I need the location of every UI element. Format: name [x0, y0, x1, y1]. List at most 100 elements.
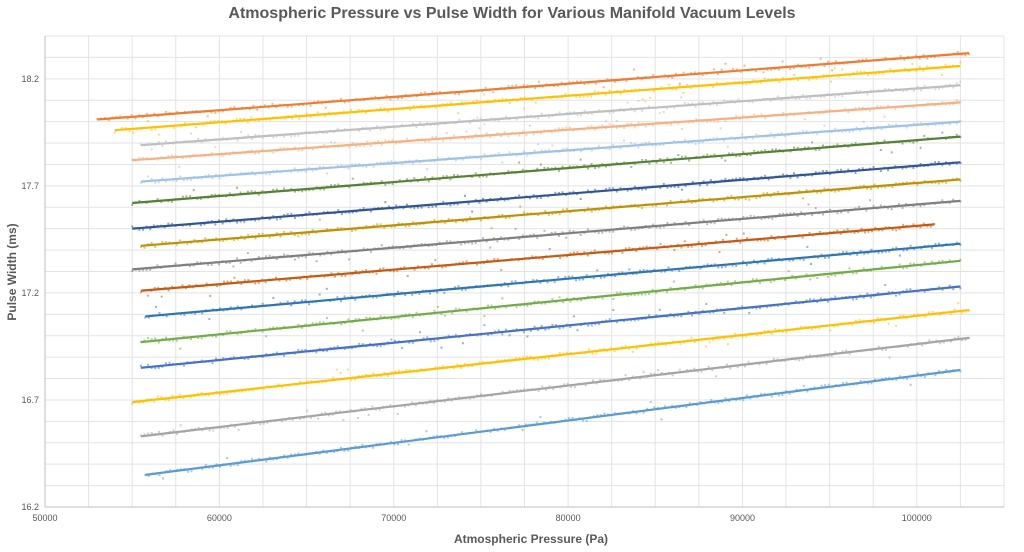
data-point: [741, 133, 744, 136]
data-point: [348, 258, 351, 261]
data-point: [694, 71, 697, 74]
data-point: [586, 167, 589, 170]
data-point: [368, 294, 371, 297]
data-point: [312, 188, 315, 191]
data-point: [617, 271, 620, 274]
data-point: [333, 184, 336, 187]
data-point: [813, 386, 816, 389]
data-point: [291, 117, 294, 120]
data-point: [350, 379, 353, 382]
data-point: [393, 225, 396, 228]
data-point: [497, 329, 500, 332]
data-point: [655, 144, 658, 147]
data-point: [457, 285, 460, 288]
data-point: [905, 317, 908, 320]
data-point: [204, 237, 207, 240]
data-point: [863, 231, 866, 234]
data-point: [522, 150, 525, 153]
data-point: [717, 120, 720, 123]
data-point: [576, 299, 579, 302]
data-point: [206, 115, 209, 118]
data-point: [431, 205, 434, 208]
data-point: [449, 138, 452, 141]
data-point: [471, 137, 474, 140]
data-point: [446, 102, 449, 105]
data-point: [726, 343, 729, 346]
data-point: [278, 279, 281, 282]
data-point: [730, 284, 733, 287]
data-point: [490, 304, 493, 307]
data-point: [408, 369, 411, 372]
data-point: [181, 195, 184, 198]
data-point: [712, 339, 715, 342]
data-point: [576, 113, 579, 116]
data-point: [684, 184, 687, 187]
data-point: [680, 155, 683, 158]
data-point: [420, 243, 423, 246]
data-point: [210, 263, 213, 266]
data-point: [519, 96, 522, 99]
data-point: [724, 177, 727, 180]
data-point: [113, 131, 116, 134]
data-point: [372, 296, 375, 299]
data-point: [376, 223, 379, 226]
data-point: [767, 178, 770, 181]
data-point: [673, 249, 676, 252]
data-point: [142, 269, 145, 272]
data-point: [432, 402, 435, 405]
data-point: [153, 400, 156, 403]
data-point: [767, 217, 770, 220]
data-point: [423, 91, 426, 94]
data-point: [130, 114, 133, 117]
data-point: [852, 272, 855, 275]
data-point: [642, 246, 645, 249]
data-point: [322, 321, 325, 324]
data-point: [493, 427, 496, 430]
data-point: [337, 272, 340, 275]
data-point: [755, 133, 758, 136]
data-point: [518, 134, 521, 137]
data-point: [393, 339, 396, 342]
data-point: [138, 228, 141, 231]
data-point: [518, 356, 521, 359]
data-point: [172, 429, 175, 432]
data-point: [585, 274, 588, 277]
data-point: [924, 316, 927, 319]
data-point: [869, 188, 872, 191]
data-point: [872, 204, 875, 207]
data-point: [902, 314, 905, 317]
data-point: [458, 118, 461, 121]
data-point: [544, 388, 547, 391]
data-point: [438, 178, 441, 181]
data-point: [392, 270, 395, 273]
data-point: [308, 303, 311, 306]
data-point: [236, 305, 239, 308]
data-point: [525, 133, 528, 136]
data-point: [239, 117, 242, 120]
data-point: [340, 300, 343, 303]
data-point: [164, 362, 167, 365]
data-point: [841, 95, 844, 98]
data-point: [384, 201, 387, 204]
data-point: [902, 181, 905, 184]
data-point: [861, 167, 864, 170]
data-point: [682, 91, 685, 94]
data-point: [243, 459, 246, 462]
data-point: [789, 150, 792, 153]
data-point: [701, 309, 704, 312]
data-point: [157, 181, 160, 184]
data-point: [330, 184, 333, 187]
data-point: [168, 339, 171, 342]
data-point: [624, 344, 627, 347]
data-point: [733, 280, 736, 283]
data-point: [688, 159, 691, 162]
data-point: [848, 188, 851, 191]
data-point: [322, 165, 325, 168]
data-point: [769, 280, 772, 283]
data-point: [859, 185, 862, 188]
data-point: [131, 402, 134, 405]
data-point: [471, 242, 474, 245]
data-point: [362, 144, 365, 147]
data-point: [955, 177, 958, 180]
data-point: [660, 86, 663, 89]
